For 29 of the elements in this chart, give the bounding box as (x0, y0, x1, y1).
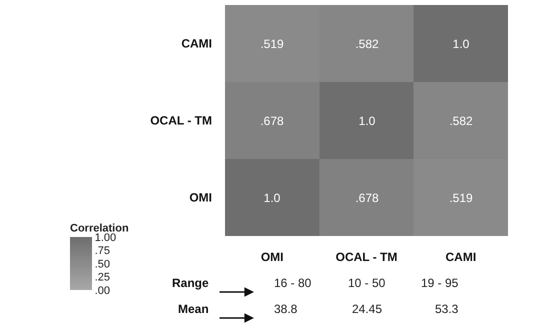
data-label: .678 (260, 114, 284, 128)
y-tick-label: CAMI (181, 36, 212, 51)
text: 38.8 (274, 302, 298, 316)
y-tick-label: OCAL - TM (150, 114, 212, 128)
x-tick-label: OCAL - TM (336, 250, 398, 264)
text: 53.3 (435, 302, 459, 316)
text: 16 - 80 (274, 276, 312, 290)
data-label: .678 (355, 191, 379, 206)
text: 10 - 50 (348, 276, 386, 290)
color-bar-label: 1.00 (94, 232, 116, 244)
text: 19 - 95 (421, 276, 459, 290)
color-bar-label: .00 (94, 284, 110, 297)
text: Range (172, 276, 209, 290)
color-bar-label: .25 (94, 272, 110, 284)
data-label: 1.0 (358, 114, 376, 128)
x-tick-label: OMI (260, 250, 284, 264)
text: 24.45 (352, 302, 382, 316)
y-tick-label: OMI (189, 190, 212, 205)
data-label: 1.0 (452, 37, 470, 52)
text: Mean (178, 302, 209, 316)
data-label: .582 (449, 114, 473, 128)
color-bar-title: Correlation (70, 222, 129, 234)
x-tick-label: CAMI (445, 250, 476, 264)
data-label: .519 (260, 37, 284, 52)
data-label: .582 (355, 37, 379, 52)
data-label: 1.0 (264, 191, 281, 206)
color-bar-label: .50 (94, 258, 110, 270)
color-bar-label: .75 (94, 245, 110, 258)
data-label: .519 (449, 191, 473, 206)
